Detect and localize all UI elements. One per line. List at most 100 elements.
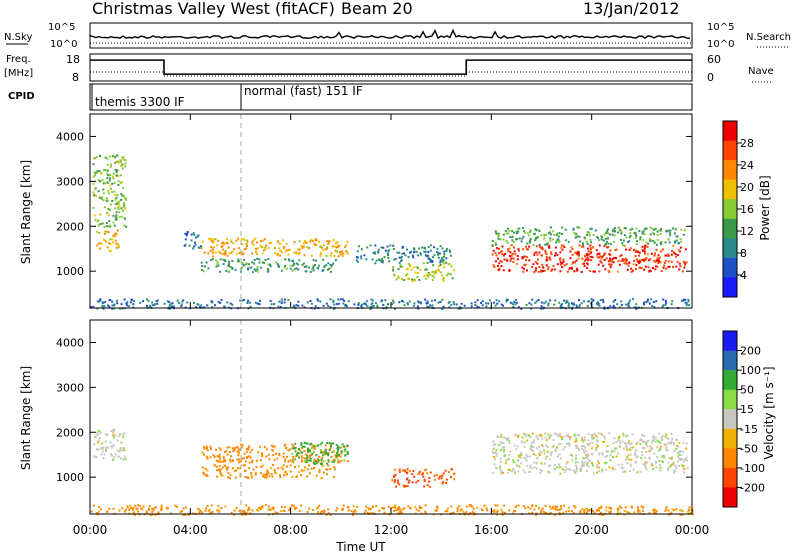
echo-cell [665, 433, 668, 436]
echo-cell [681, 513, 684, 516]
echo-cell [437, 256, 440, 259]
echo-cell [245, 504, 248, 507]
echo-cell [441, 274, 444, 277]
echo-cell [212, 454, 215, 457]
echo-cell [513, 231, 515, 234]
echo-cell [635, 442, 638, 445]
echo-cell [680, 299, 683, 302]
echo-cell [184, 513, 187, 516]
echo-cell [301, 246, 304, 249]
echo-cell [114, 232, 117, 235]
echo-cell [498, 267, 501, 270]
echo-cell [354, 509, 356, 512]
echo-cell [107, 190, 110, 193]
echo-cell [414, 505, 417, 508]
echo-cell [256, 268, 259, 271]
echo-cell [312, 269, 315, 272]
velocity-colorbar-tick-label: 100 [740, 364, 761, 377]
echo-cell [312, 509, 315, 511]
echo-cell [269, 263, 272, 266]
echo-cell [666, 449, 669, 452]
echo-cell [422, 475, 425, 478]
echo-cell [595, 448, 598, 451]
echo-cell [237, 237, 240, 240]
echo-cell [671, 250, 674, 252]
echo-cell [612, 304, 615, 307]
echo-cell [573, 433, 576, 436]
echo-cell [653, 228, 656, 231]
echo-cell [530, 444, 533, 447]
echo-cell [550, 251, 553, 254]
echo-cell [451, 277, 454, 280]
echo-cell [285, 242, 288, 245]
echo-cell [249, 266, 252, 269]
echo-cell [446, 247, 448, 250]
echo-cell [669, 229, 672, 232]
echo-cell [638, 262, 641, 264]
echo-cell [241, 262, 244, 264]
echo-cell [293, 251, 296, 254]
echo-cell [580, 445, 583, 448]
echo-cell [170, 305, 173, 308]
echo-cell [436, 474, 439, 476]
echo-cell [220, 246, 223, 249]
echo-cell [573, 469, 575, 472]
echo-cell [508, 255, 511, 258]
echo-cell [576, 226, 579, 229]
echo-cell [601, 513, 604, 516]
echo-cell [330, 266, 333, 269]
echo-cell [116, 201, 119, 204]
echo-cell [246, 448, 248, 450]
echo-cell [537, 299, 540, 301]
echo-cell [538, 251, 541, 254]
echo-cell [575, 468, 578, 470]
echo-cell [360, 255, 363, 258]
echo-cell [114, 155, 117, 158]
echo-cell [303, 266, 306, 268]
echo-cell [214, 238, 217, 241]
echo-cell [251, 459, 254, 462]
power-colorbar-swatch [723, 179, 737, 200]
echo-cell [392, 244, 395, 247]
echo-cell [529, 466, 532, 469]
velocity-colorbar-swatch [723, 389, 737, 410]
echo-cell [492, 447, 495, 450]
echo-cell [506, 227, 509, 230]
echo-cell [402, 508, 405, 510]
echo-cell [631, 298, 634, 301]
echo-cell [503, 436, 506, 439]
echo-cell [385, 249, 387, 252]
echo-cell [502, 269, 505, 272]
echo-cell [122, 447, 125, 450]
echo-cell [540, 307, 543, 310]
echo-cell [206, 304, 209, 307]
echo-cell [639, 470, 642, 473]
echo-cell [495, 254, 498, 257]
echo-cell [130, 298, 133, 301]
echo-cell [494, 504, 497, 507]
echo-cell [285, 447, 287, 450]
echo-cell [495, 299, 498, 302]
echo-cell [573, 270, 576, 273]
echo-cell [308, 507, 311, 510]
echo-cell [546, 439, 549, 442]
echo-cell [686, 467, 689, 470]
echo-cell [494, 451, 497, 454]
echo-cell [224, 260, 227, 263]
echo-cell [277, 264, 280, 267]
echo-cell [670, 457, 673, 460]
echo-cell [406, 302, 409, 304]
echo-cell [431, 270, 434, 273]
echo-cell [513, 250, 516, 253]
echo-cell [282, 455, 285, 458]
echo-cell [412, 304, 415, 307]
echo-cell [396, 479, 399, 482]
echo-cell [371, 305, 374, 308]
echo-cell [650, 441, 653, 444]
echo-cell [643, 268, 646, 271]
echo-cell [546, 243, 549, 246]
echo-cell [316, 298, 319, 301]
echo-cell [406, 248, 409, 251]
echo-cell [639, 439, 641, 442]
